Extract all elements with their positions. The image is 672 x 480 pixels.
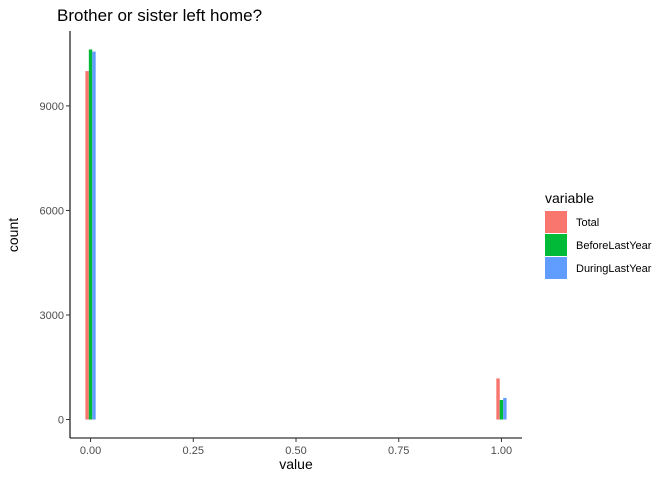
bar-beforelastyear-1: [499, 400, 504, 420]
bar-duringlastyear-0: [92, 51, 96, 420]
y-axis-label: count: [5, 218, 21, 252]
legend-items: Total BeforeLastYear DuringLastYear: [545, 211, 652, 279]
bar-total-0: [85, 71, 89, 420]
legend-label-beforelastyear: BeforeLastYear: [576, 240, 652, 252]
x-tick-label: 1.00: [491, 445, 512, 457]
x-tick-label: 0.50: [285, 445, 306, 457]
y-tick-label: 0: [58, 415, 64, 427]
bar-duringlastyear-1: [503, 397, 507, 420]
x-tick-label: 0.75: [388, 445, 409, 457]
bars: [85, 49, 507, 420]
y-tick-label: 3000: [40, 310, 64, 322]
plot-area: 0 3000 6000 9000 0.00 0.25 0.50 0.75 1.00: [40, 31, 522, 457]
bar-total-1: [496, 378, 500, 420]
legend-title: variable: [545, 190, 594, 206]
y-tick-label: 6000: [40, 205, 64, 217]
chart-title: Brother or sister left home?: [57, 6, 262, 25]
legend: variable Total BeforeLastYear DuringLastYe…: [545, 190, 652, 279]
x-axis-label: value: [279, 456, 313, 472]
y-ticks: 0 3000 6000 9000: [40, 101, 70, 427]
legend-key-duringlastyear: [545, 257, 567, 279]
legend-label-duringlastyear: DuringLastYear: [576, 263, 652, 275]
bar-beforelastyear-0: [88, 49, 93, 420]
y-tick-label: 9000: [40, 101, 64, 113]
legend-key-beforelastyear: [545, 234, 567, 256]
x-ticks: 0.00 0.25 0.50 0.75 1.00: [80, 438, 512, 457]
x-tick-label: 0.25: [183, 445, 204, 457]
legend-key-total: [545, 211, 567, 233]
legend-label-total: Total: [576, 217, 599, 229]
x-tick-label: 0.00: [80, 445, 101, 457]
